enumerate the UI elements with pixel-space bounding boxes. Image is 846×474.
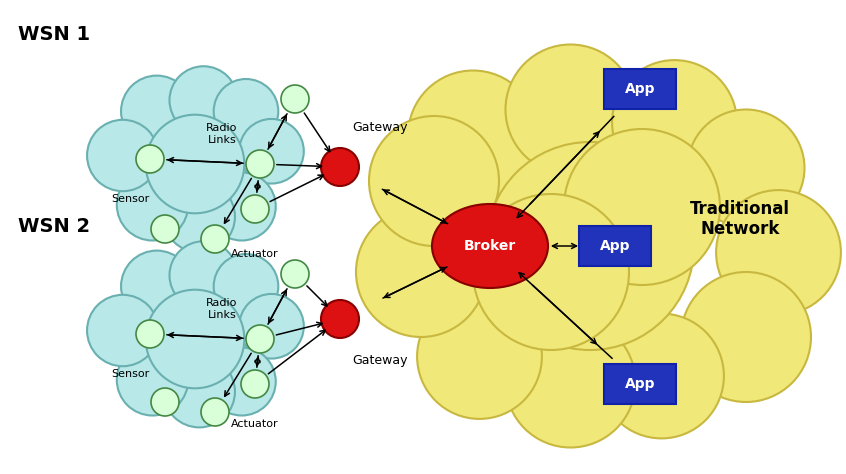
Circle shape [87,295,158,366]
Circle shape [151,215,179,243]
Text: Actuator: Actuator [231,249,279,259]
Text: Actuator: Actuator [231,419,279,429]
Circle shape [146,290,244,388]
Text: Radio
Links: Radio Links [206,123,238,145]
Text: Sensor: Sensor [111,369,149,379]
Circle shape [121,75,192,147]
Circle shape [716,190,841,315]
Circle shape [146,115,244,213]
Circle shape [321,148,359,186]
Circle shape [121,75,192,147]
Circle shape [506,45,635,174]
FancyBboxPatch shape [604,69,676,109]
Circle shape [241,370,269,398]
Circle shape [121,251,192,322]
Text: WSN 1: WSN 1 [18,25,91,44]
Circle shape [214,79,278,144]
Circle shape [241,195,269,223]
Circle shape [564,129,720,285]
Text: WSN 2: WSN 2 [18,217,91,236]
Circle shape [281,260,309,288]
Circle shape [151,388,179,416]
Text: Traditional
Network: Traditional Network [690,200,790,238]
Circle shape [208,347,276,416]
Circle shape [239,294,304,358]
Circle shape [214,254,278,319]
Circle shape [599,314,724,438]
Circle shape [599,314,724,438]
FancyBboxPatch shape [579,226,651,266]
Circle shape [136,145,164,173]
Circle shape [688,109,805,227]
Circle shape [117,169,188,240]
Text: Broker: Broker [464,239,516,253]
Circle shape [506,318,635,447]
Circle shape [408,71,538,201]
Text: Gateway: Gateway [352,121,408,134]
Circle shape [417,294,542,419]
Circle shape [246,325,274,353]
Circle shape [716,190,841,315]
Circle shape [169,241,238,309]
Circle shape [506,45,635,174]
Circle shape [246,150,274,178]
Circle shape [201,225,229,253]
Circle shape [121,251,192,322]
Circle shape [356,207,486,337]
Circle shape [506,318,635,447]
Text: App: App [624,377,656,391]
Circle shape [201,398,229,426]
Circle shape [146,290,244,388]
Circle shape [473,194,629,350]
Circle shape [163,181,235,252]
Circle shape [163,181,235,252]
Text: App: App [624,82,656,96]
Circle shape [169,66,238,134]
Circle shape [239,294,304,358]
Circle shape [486,142,694,350]
Circle shape [239,119,304,183]
Circle shape [163,356,235,428]
Circle shape [239,119,304,183]
Text: Gateway: Gateway [352,354,408,367]
Text: App: App [600,239,630,253]
Circle shape [681,272,811,402]
Circle shape [369,116,499,246]
Circle shape [87,120,158,191]
Circle shape [356,207,486,337]
FancyBboxPatch shape [604,364,676,404]
Circle shape [87,295,158,366]
Circle shape [169,66,238,134]
Text: Radio
Links: Radio Links [206,298,238,320]
Circle shape [408,71,538,201]
Circle shape [486,142,694,350]
Circle shape [117,344,188,416]
Circle shape [417,294,542,419]
Circle shape [564,129,720,285]
Circle shape [208,173,276,240]
Circle shape [688,109,805,227]
Circle shape [681,272,811,402]
Circle shape [214,254,278,319]
Circle shape [473,194,629,350]
Circle shape [146,115,244,213]
Circle shape [281,85,309,113]
Circle shape [163,356,235,428]
Circle shape [136,320,164,348]
Ellipse shape [432,204,548,288]
Text: Sensor: Sensor [111,194,149,204]
Circle shape [208,347,276,416]
Circle shape [117,169,188,240]
Circle shape [369,116,499,246]
Circle shape [321,300,359,338]
Circle shape [87,120,158,191]
Circle shape [169,241,238,309]
Circle shape [117,344,188,416]
Circle shape [613,60,737,185]
Circle shape [208,173,276,240]
Circle shape [613,60,737,185]
Circle shape [214,79,278,144]
